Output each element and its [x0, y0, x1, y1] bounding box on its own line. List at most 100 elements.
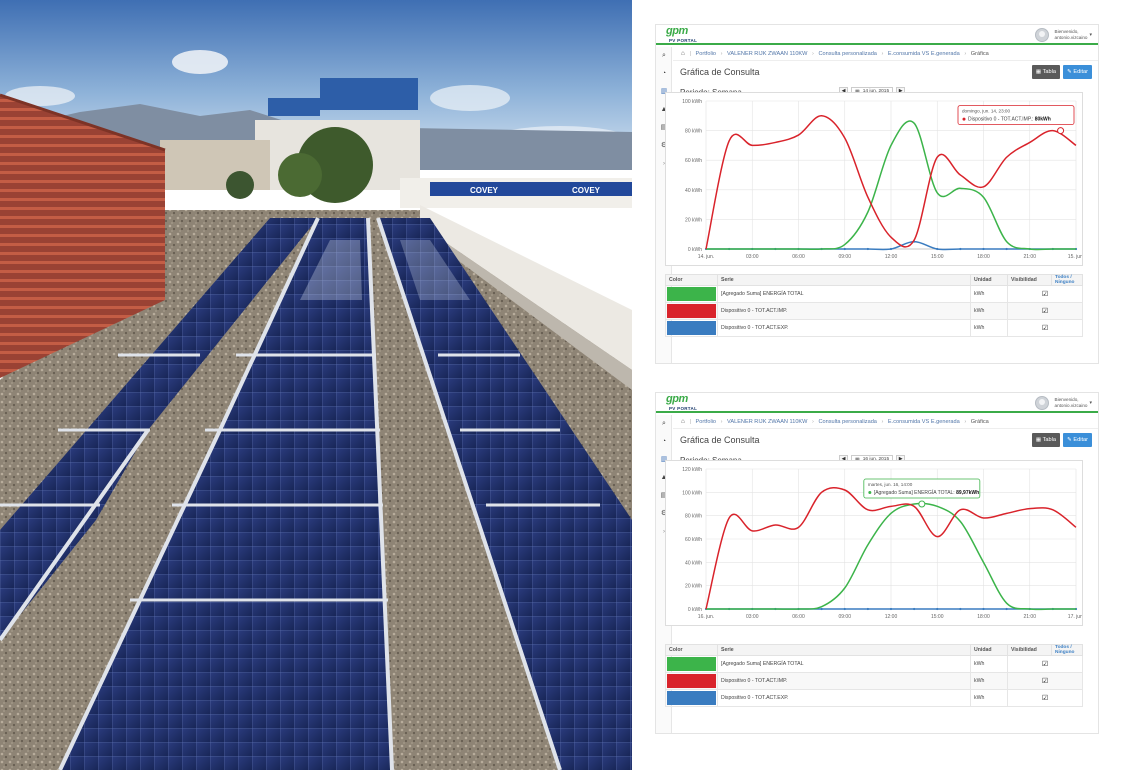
- toggle-all-link[interactable]: Todos / Ninguno: [1051, 644, 1083, 656]
- data-point[interactable]: [982, 607, 985, 611]
- breadcrumb-portfolio[interactable]: Portfolio: [695, 419, 717, 425]
- visibility-checkbox[interactable]: ☑: [1007, 655, 1083, 673]
- settings-icon[interactable]: ⚙: [660, 142, 668, 149]
- visibility-checkbox[interactable]: ☑: [1007, 689, 1083, 707]
- data-point[interactable]: [866, 247, 869, 251]
- series-name: Dispositivo 0 - TOT.ACT.IMP.: [717, 302, 971, 320]
- document-icon[interactable]: ▤: [660, 492, 668, 499]
- user-menu[interactable]: Bienvenido, antonio.vizcaino ▾: [1034, 28, 1092, 42]
- tooltip-marker: [918, 500, 926, 508]
- table-row: Dispositivo 0 - TOT.ACT.IMP. kWh ☑: [665, 302, 1083, 320]
- toggle-all-link[interactable]: Todos / Ninguno: [1051, 274, 1083, 286]
- data-point[interactable]: [820, 607, 823, 611]
- breadcrumb-plant[interactable]: VALENER RIJK ZWAAN 110KW: [727, 419, 808, 425]
- col-color: Color: [665, 644, 718, 656]
- series-line[interactable]: [705, 486, 1077, 610]
- data-point[interactable]: [889, 247, 893, 251]
- x-tick-label: 21:00: [1023, 614, 1036, 620]
- color-swatch[interactable]: [667, 321, 716, 335]
- color-swatch[interactable]: [667, 287, 716, 301]
- data-point[interactable]: [843, 247, 846, 251]
- x-tick-label: 03:00: [746, 254, 759, 260]
- y-tick-label: 0 kWh: [688, 247, 702, 253]
- tooltip-series: [Agregado Suma] ENERGÍA TOTAL: 89,97kWh: [874, 489, 979, 496]
- data-point[interactable]: [1005, 607, 1008, 611]
- bell-icon[interactable]: ▲: [660, 474, 668, 481]
- edit-button[interactable]: ✎ Editar: [1063, 433, 1092, 447]
- chart-tooltip: domingo, jun. 14, 23:00 Dispositivo 0 - T…: [957, 105, 1075, 125]
- edit-button[interactable]: ✎ Editar: [1063, 65, 1092, 79]
- chart-icon[interactable]: ▥: [660, 456, 668, 463]
- search-icon[interactable]: ⌕: [662, 420, 666, 427]
- dashboard-icon[interactable]: ◔: [661, 70, 667, 77]
- portal-window-1: gpm PV PORTAL Bienvenido, antonio.vizcai…: [655, 24, 1099, 364]
- expand-icon[interactable]: ›: [663, 161, 665, 167]
- color-swatch[interactable]: [667, 691, 716, 705]
- series-line[interactable]: [706, 502, 1076, 611]
- document-icon[interactable]: ▤: [660, 124, 668, 131]
- breadcrumb-comparison[interactable]: E.consumida VS E.generada: [887, 51, 960, 57]
- x-tick-label: 03:00: [746, 614, 759, 620]
- chevron-down-icon[interactable]: ▾: [1089, 32, 1092, 38]
- x-tick-label: 15:00: [931, 614, 944, 620]
- search-icon[interactable]: ⌕: [662, 52, 666, 59]
- series-line[interactable]: [705, 115, 1077, 250]
- tooltip-box: [863, 478, 981, 499]
- top-bar: gpm PV PORTAL Bienvenido, antonio.vizcai…: [656, 25, 1098, 45]
- visibility-checkbox[interactable]: ☑: [1007, 285, 1083, 303]
- data-point[interactable]: [843, 607, 846, 611]
- tooltip-series: Dispositivo 0 - TOT.ACT.IMP.: 80kWh: [968, 117, 1051, 123]
- data-point[interactable]: [959, 607, 962, 611]
- col-series: Serie: [717, 644, 971, 656]
- y-tick-label: 80 kWh: [685, 514, 702, 520]
- gpm-logo[interactable]: gpm PV PORTAL: [666, 394, 697, 413]
- portal-window-2: gpm PV PORTAL Bienvenido, antonio.vizcai…: [655, 392, 1099, 734]
- series-name: [Agregado Suma] ENERGÍA TOTAL: [717, 655, 971, 673]
- data-point[interactable]: [936, 607, 939, 611]
- breadcrumb-query[interactable]: Consulta personalizada: [818, 419, 877, 425]
- expand-icon[interactable]: ›: [663, 529, 665, 535]
- table-row: Dispositivo 0 - TOT.ACT.IMP. kWh ☑: [665, 672, 1083, 690]
- data-point[interactable]: [889, 607, 893, 611]
- page-title: Gráfica de Consulta: [680, 67, 760, 77]
- color-swatch[interactable]: [667, 657, 716, 671]
- data-point[interactable]: [982, 247, 985, 251]
- series-unit: kWh: [970, 285, 1008, 303]
- breadcrumb-plant[interactable]: VALENER RIJK ZWAAN 110KW: [727, 51, 808, 57]
- x-tick-label: 09:00: [838, 254, 851, 260]
- data-point[interactable]: [913, 607, 916, 611]
- home-icon[interactable]: ⌂: [681, 50, 685, 57]
- data-point[interactable]: [1005, 247, 1008, 251]
- visibility-checkbox[interactable]: ☑: [1007, 302, 1083, 320]
- home-icon[interactable]: ⌂: [681, 418, 685, 425]
- energy-chart-svg: 0 kWh 20 kWh 40 kWh 60 kWh 80 kWh 100 kWh 120 …: [682, 467, 1082, 620]
- y-tick-label: 100 kWh: [682, 99, 702, 105]
- chart-icon[interactable]: ▥: [660, 88, 668, 95]
- breadcrumb: ⌂ | Portfolio › VALENER RIJK ZWAAN 110KW…: [673, 415, 1098, 429]
- breadcrumb-current: Gráfica: [970, 51, 989, 57]
- data-point[interactable]: [936, 247, 939, 251]
- series-line[interactable]: [705, 120, 1076, 251]
- user-menu[interactable]: Bienvenido, antonio.vizcaino ▾: [1034, 396, 1092, 410]
- data-point[interactable]: [866, 607, 869, 611]
- user-greeting: Bienvenido,: [1054, 397, 1079, 402]
- visibility-checkbox[interactable]: ☑: [1007, 672, 1083, 690]
- color-swatch[interactable]: [667, 304, 716, 318]
- table-row: [Agregado Suma] ENERGÍA TOTAL kWh ☑: [665, 285, 1083, 303]
- table-row: [Agregado Suma] ENERGÍA TOTAL kWh ☑: [665, 655, 1083, 673]
- breadcrumb-query[interactable]: Consulta personalizada: [818, 51, 877, 57]
- visibility-checkbox[interactable]: ☑: [1007, 319, 1083, 337]
- table-button[interactable]: ▦ Tabla: [1031, 65, 1060, 79]
- gpm-logo[interactable]: gpm PV PORTAL: [666, 26, 697, 45]
- chevron-down-icon[interactable]: ▾: [1089, 400, 1092, 406]
- series-name: Dispositivo 0 - TOT.ACT.IMP.: [717, 672, 971, 690]
- settings-icon[interactable]: ⚙: [660, 510, 668, 517]
- color-swatch[interactable]: [667, 674, 716, 688]
- breadcrumb-portfolio[interactable]: Portfolio: [695, 51, 717, 57]
- breadcrumb-comparison[interactable]: E.consumida VS E.generada: [887, 419, 960, 425]
- bell-icon[interactable]: ▲: [660, 106, 668, 113]
- series-unit: kWh: [970, 655, 1008, 673]
- table-button[interactable]: ▦ Tabla: [1031, 433, 1060, 447]
- dashboard-icon[interactable]: ◔: [661, 438, 667, 445]
- data-point[interactable]: [959, 247, 962, 251]
